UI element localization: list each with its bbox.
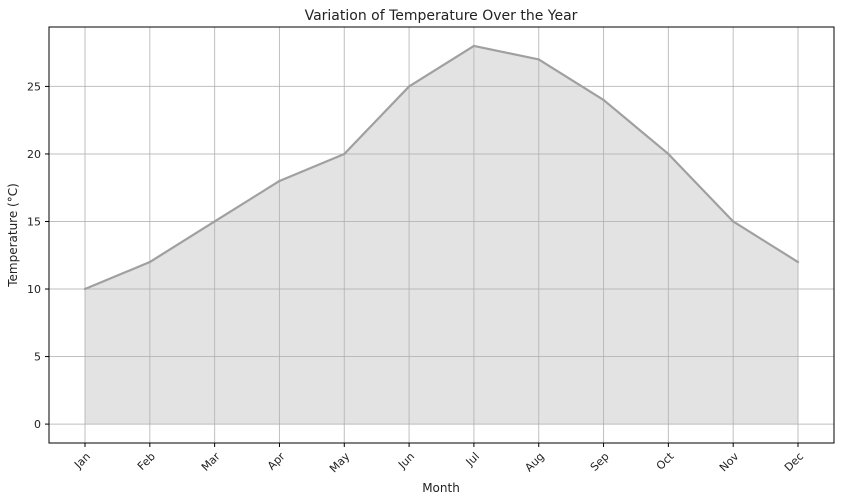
x-tick-label-mar: Mar bbox=[199, 450, 223, 474]
x-tick-label-nov: Nov bbox=[717, 450, 742, 475]
data-point-mar bbox=[213, 220, 216, 223]
x-tick-label-jan: Jan bbox=[71, 450, 93, 472]
y-tick-label-25: 25 bbox=[27, 80, 41, 93]
temperature-area-fill bbox=[85, 45, 798, 425]
data-point-oct bbox=[667, 152, 670, 156]
y-tick-label-20: 20 bbox=[27, 148, 41, 161]
x-tick-label-jul: Jul bbox=[463, 450, 482, 469]
plot-frame bbox=[48, 26, 835, 444]
x-tick-label-jun: Jun bbox=[395, 450, 417, 472]
data-point-dec bbox=[796, 260, 800, 264]
y-tick-label-0: 0 bbox=[34, 418, 41, 431]
data-point-jul bbox=[472, 44, 476, 48]
y-tick-label-15: 15 bbox=[27, 215, 41, 228]
y-axis-label: Temperature (°C) bbox=[6, 183, 20, 288]
temperature-line bbox=[84, 44, 799, 291]
data-point-may bbox=[343, 152, 346, 156]
x-tick-label-aug: Aug bbox=[522, 450, 546, 474]
data-point-feb bbox=[148, 260, 152, 264]
data-point-apr bbox=[278, 179, 281, 183]
x-axis-label: Month bbox=[422, 481, 460, 495]
plot-area: 0 5 10 15 20 25 Jan Feb Mar Apr May Jun Jul Aug Sep Oct… bbox=[27, 26, 835, 476]
data-point-nov bbox=[731, 220, 735, 223]
x-tick-label-feb: Feb bbox=[135, 450, 158, 473]
x-tick-label-oct: Oct bbox=[654, 449, 677, 472]
y-tick-label-5: 5 bbox=[34, 351, 41, 364]
data-point-aug bbox=[537, 58, 540, 61]
chart-title: Variation of Temperature Over the Year bbox=[305, 8, 578, 24]
x-tick-label-dec: Dec bbox=[782, 450, 806, 474]
y-tick-label-10: 10 bbox=[27, 283, 41, 296]
x-tick-label-apr: Apr bbox=[265, 450, 288, 473]
data-point-jun bbox=[407, 85, 411, 88]
data-point-jan bbox=[83, 287, 87, 291]
x-tick-label-may: May bbox=[327, 450, 353, 476]
x-tick-label-sep: Sep bbox=[588, 450, 612, 474]
data-point-sep bbox=[602, 98, 605, 102]
